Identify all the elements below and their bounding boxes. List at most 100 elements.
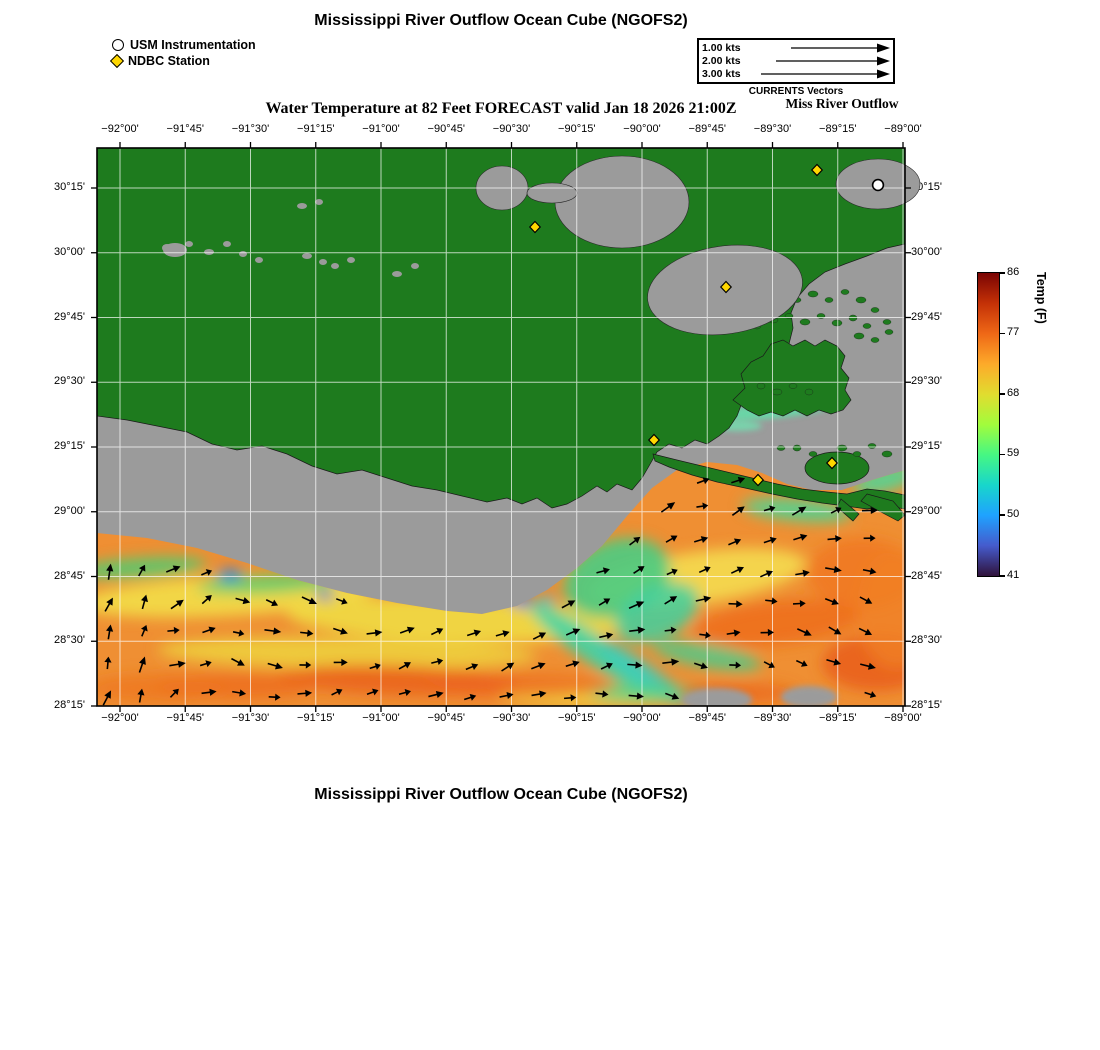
- current-vector-arrow: [828, 626, 842, 635]
- current-vector-arrow: [825, 565, 842, 574]
- x-tick-label: −91°45': [166, 712, 204, 724]
- corner-label: Miss River Outflow: [785, 96, 899, 111]
- x-tick-label: −89°00': [884, 712, 922, 724]
- colorbar-tick-mark: [1000, 575, 1005, 577]
- current-vector-arrow: [763, 505, 776, 513]
- current-vector-arrow: [730, 566, 745, 574]
- current-vector-arrow: [333, 627, 348, 635]
- current-vector-arrow: [202, 626, 216, 634]
- current-vector-arrow: [301, 596, 317, 605]
- current-vector-arrow: [763, 661, 775, 669]
- ndbc-station-marker: [719, 280, 733, 294]
- current-vector-arrow: [398, 689, 412, 697]
- y-tick-label: 29°30': [54, 375, 85, 388]
- plot-subtitle: Water Temperature at 82 Feet FORECAST va…: [265, 100, 737, 117]
- y-tick-label: 28°30': [54, 634, 85, 647]
- currents-speed-label: 2.00 kts: [702, 54, 741, 67]
- x-tick-label: −89°45': [688, 712, 726, 724]
- y-tick-label: 29°15': [54, 440, 85, 452]
- current-vector-arrow: [731, 506, 745, 516]
- current-vector-arrow: [565, 660, 580, 668]
- y-tick-label: 28°45': [54, 569, 85, 582]
- current-vector-arrow: [430, 628, 444, 636]
- current-vector-arrow: [235, 597, 251, 605]
- current-vector-arrow: [699, 631, 711, 639]
- temperature-field-detail: [97, 465, 905, 706]
- x-tick-label: −90°15': [558, 712, 596, 724]
- legend-ndbc-label: NDBC Station: [128, 53, 210, 68]
- x-tick-label: −91°00': [362, 123, 400, 135]
- current-vector-arrow: [595, 690, 609, 698]
- colorbar-tick-label: 68: [1007, 386, 1020, 399]
- colorbar-tick-mark: [1000, 453, 1005, 456]
- x-tick-label: −91°30': [231, 712, 270, 724]
- x-tick-label: −89°15': [819, 712, 857, 724]
- current-vector-arrow: [399, 626, 415, 634]
- current-vector-arrow: [531, 662, 546, 670]
- x-tick-label: −92°00': [101, 712, 139, 724]
- current-vector-arrow: [664, 626, 677, 634]
- current-vector-arrow: [660, 502, 676, 513]
- usm-circle-icon: [112, 38, 124, 51]
- usm-station-marker: [871, 178, 885, 192]
- y-tick-label: 29°45': [911, 310, 942, 323]
- colorbar-tick-mark: [1000, 272, 1005, 274]
- current-vector-arrow: [264, 627, 282, 635]
- current-vector-arrow: [666, 568, 678, 576]
- current-vector-arrow: [169, 688, 179, 698]
- current-vector-arrow: [827, 535, 842, 543]
- current-vector-arrow: [830, 506, 842, 514]
- current-vector-arrow: [169, 660, 186, 668]
- current-vector-arrow: [140, 624, 148, 637]
- ndbc-diamond-icon: [109, 53, 125, 68]
- bottom-title: Mississippi River Outflow Ocean Cube (NG…: [314, 786, 688, 803]
- y-tick-label: 28°15': [54, 699, 85, 711]
- current-vector-arrow: [201, 594, 212, 605]
- y-tick-label: 30°15': [54, 181, 85, 193]
- current-vector-arrow: [398, 662, 411, 670]
- current-vector-arrow: [858, 627, 873, 636]
- vector-arrow-icon: [761, 69, 890, 78]
- current-vector-arrow: [863, 534, 876, 542]
- current-vector-arrow: [167, 626, 180, 635]
- current-vector-arrow: [693, 536, 709, 544]
- current-vector-arrow: [369, 663, 381, 670]
- current-vector-arrow: [726, 629, 741, 637]
- x-tick-label: −89°45': [688, 123, 726, 135]
- current-vector-arrow: [199, 660, 212, 668]
- station-markers: [528, 163, 885, 487]
- y-tick-label: 29°45': [54, 310, 85, 323]
- current-vector-arrow: [629, 626, 646, 634]
- current-vector-arrow: [862, 567, 877, 575]
- current-vector-arrow: [137, 688, 145, 703]
- x-tick-label: −90°45': [427, 712, 465, 724]
- current-vectors: [102, 476, 879, 706]
- current-vector-arrow: [600, 662, 613, 670]
- x-tick-label: −91°15': [297, 123, 335, 135]
- current-vector-arrow: [728, 538, 742, 546]
- colorbar-tick-label: 41: [1007, 568, 1020, 581]
- current-vector-arrow: [138, 656, 146, 673]
- current-vector-arrow: [664, 596, 678, 605]
- map-plot-area: [91, 142, 921, 712]
- map-canvas: [91, 142, 921, 712]
- current-vector-arrow: [465, 663, 479, 671]
- y-tick-label: 29°00': [54, 504, 85, 517]
- current-vector-arrow: [729, 661, 742, 669]
- current-vector-arrow: [165, 565, 181, 573]
- ndbc-station-marker: [647, 433, 661, 447]
- graticule-grid: [97, 148, 905, 707]
- current-vector-arrow: [300, 629, 314, 637]
- current-vector-arrow: [728, 600, 743, 608]
- x-tick-label: −90°30': [492, 123, 531, 135]
- vector-arrow-icon: [791, 43, 890, 52]
- land-mass: [96, 147, 906, 522]
- small-lakes: [162, 199, 419, 277]
- current-vector-arrow: [628, 692, 644, 700]
- x-tick-label: −91°30': [231, 123, 270, 135]
- current-vector-arrow: [760, 570, 773, 578]
- current-vector-arrow: [201, 569, 213, 576]
- y-tick-label: 28°15': [911, 699, 942, 711]
- current-vector-arrow: [495, 630, 510, 638]
- x-tick-label: −91°00': [362, 712, 400, 724]
